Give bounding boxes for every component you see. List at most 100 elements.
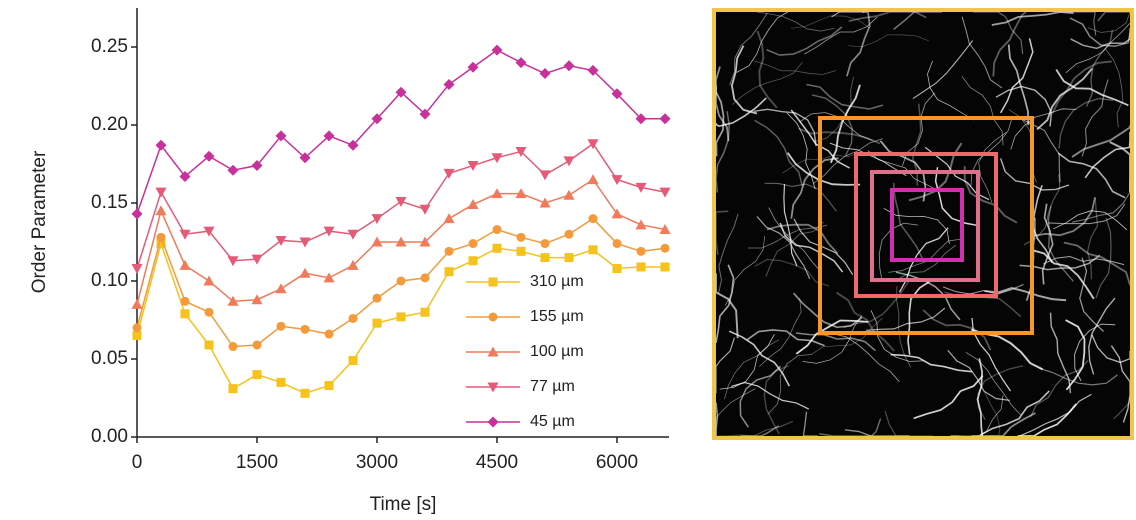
marker xyxy=(397,312,406,321)
legend-label: 45 µm xyxy=(530,413,575,430)
marker xyxy=(660,188,671,198)
marker xyxy=(445,247,454,256)
marker xyxy=(565,253,574,262)
marker xyxy=(301,325,310,334)
x-tick-label: 6000 xyxy=(596,452,638,473)
marker xyxy=(229,384,238,393)
marker xyxy=(132,264,143,274)
legend-label: 310 µm xyxy=(530,273,584,290)
marker xyxy=(253,340,262,349)
marker xyxy=(564,60,575,71)
marker xyxy=(468,62,479,73)
legend-marker xyxy=(489,278,498,287)
marker xyxy=(540,68,551,79)
marker xyxy=(517,247,526,256)
marker xyxy=(589,245,598,254)
y-tick-label: 0.15 xyxy=(91,192,128,213)
legend-label: 100 µm xyxy=(530,343,584,360)
x-tick-label: 1500 xyxy=(236,452,278,473)
marker xyxy=(636,219,647,229)
marker xyxy=(180,230,191,240)
y-tick-label: 0.10 xyxy=(91,270,128,291)
y-tick-label: 0.20 xyxy=(91,114,128,135)
marker xyxy=(253,370,262,379)
marker xyxy=(421,273,430,282)
marker xyxy=(493,225,502,234)
marker xyxy=(300,268,311,278)
marker xyxy=(157,233,166,242)
marker xyxy=(301,389,310,398)
marker xyxy=(588,139,599,149)
marker xyxy=(372,214,383,224)
marker xyxy=(492,45,503,56)
marker xyxy=(661,244,670,253)
marker xyxy=(469,239,478,248)
legend-marker xyxy=(488,417,499,428)
marker xyxy=(420,205,431,215)
marker xyxy=(565,230,574,239)
marker xyxy=(325,330,334,339)
marker xyxy=(132,299,143,309)
marker xyxy=(444,213,455,223)
marker xyxy=(613,264,622,273)
legend-label: 77 µm xyxy=(530,378,575,395)
marker xyxy=(229,342,238,351)
x-tick-label: 0 xyxy=(132,452,143,473)
marker xyxy=(517,233,526,242)
marker xyxy=(397,277,406,286)
microscopy-panel xyxy=(714,10,1132,438)
x-tick-label: 3000 xyxy=(356,452,398,473)
marker xyxy=(468,199,479,209)
marker xyxy=(373,319,382,328)
series-line xyxy=(137,50,665,214)
x-tick-label: 4500 xyxy=(476,452,518,473)
marker xyxy=(133,323,142,332)
marker xyxy=(613,239,622,248)
marker xyxy=(156,188,167,198)
y-axis-title: Order Parameter xyxy=(29,150,50,293)
marker xyxy=(205,308,214,317)
y-tick-label: 0.25 xyxy=(91,36,128,57)
marker xyxy=(132,208,143,219)
marker xyxy=(228,165,239,176)
marker xyxy=(277,322,286,331)
marker xyxy=(588,174,599,184)
marker xyxy=(349,314,358,323)
marker xyxy=(612,208,623,218)
marker xyxy=(181,309,190,318)
marker xyxy=(180,260,191,270)
marker xyxy=(516,57,527,68)
marker xyxy=(637,262,646,271)
marker xyxy=(181,297,190,306)
marker xyxy=(661,262,670,271)
marker xyxy=(325,381,334,390)
marker xyxy=(373,294,382,303)
marker xyxy=(541,253,550,262)
marker xyxy=(469,256,478,265)
y-tick-label: 0.05 xyxy=(91,348,128,369)
marker xyxy=(564,190,575,200)
x-axis-title: Time [s] xyxy=(370,494,437,515)
marker xyxy=(277,378,286,387)
marker xyxy=(445,267,454,276)
marker xyxy=(541,239,550,248)
legend-label: 155 µm xyxy=(530,308,584,325)
marker xyxy=(204,276,215,286)
marker xyxy=(276,283,287,293)
marker xyxy=(589,214,598,223)
marker xyxy=(348,230,359,240)
marker xyxy=(660,113,671,124)
marker xyxy=(133,331,142,340)
y-tick-label: 0.00 xyxy=(91,426,128,447)
marker xyxy=(421,308,430,317)
marker xyxy=(349,356,358,365)
marker xyxy=(205,340,214,349)
legend-marker xyxy=(489,313,498,322)
marker xyxy=(493,244,502,253)
figure: Time [s] Order Parameter 0.00 0.05 0.10 0.1… xyxy=(0,0,1136,520)
marker xyxy=(540,170,551,180)
marker xyxy=(444,169,455,179)
page: {"chart_data": {"type": "line", "x_label… xyxy=(0,0,1136,520)
marker xyxy=(564,156,575,166)
marker xyxy=(637,247,646,256)
